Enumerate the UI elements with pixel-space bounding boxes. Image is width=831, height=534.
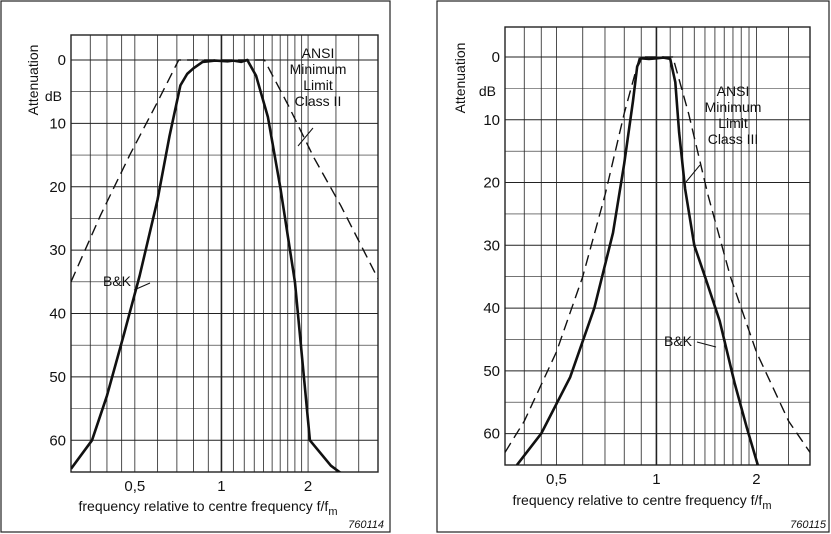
x-axis-label-main: frequency relative to centre frequency f… [79,498,329,514]
grid [505,27,810,466]
x-axis-label: frequency relative to centre frequency f… [513,492,772,512]
x-axis-label-main: frequency relative to centre frequency f… [513,492,763,508]
chart-panel-2: 0 10 20 30 40 50 60 0,5 1 2 Attenuation dB frequency… [436,0,830,533]
annotation-line: ANSI [717,83,750,99]
y-tick-label: 60 [483,426,500,443]
figure-id: 760114 [348,519,384,531]
annotation-line: Class II [295,93,342,109]
y-tick-label: 40 [483,300,500,317]
annotation-leader [685,164,701,183]
y-axis-unit: dB [479,83,496,99]
x-axis-label: frequency relative to centre frequency f… [79,498,338,518]
x-tick-label: 0,5 [124,478,145,495]
x-tick-label: 2 [752,471,760,488]
y-axis-unit: dB [45,88,62,104]
annotation-leader [696,341,717,348]
y-tick-label: 50 [483,363,500,380]
y-tick-label: 40 [49,306,66,323]
plot-border [504,26,811,466]
annotation-line: ANSI [302,45,335,61]
y-tick-label: 10 [483,112,500,129]
annotation-line: Limit [303,77,333,93]
annotation-line: Limit [718,115,748,131]
x-tick-label: 1 [652,471,660,488]
grid [71,35,378,473]
y-tick-label: 20 [49,179,66,196]
y-tick-label: 20 [483,175,500,192]
annotation-leader [297,127,314,147]
x-tick-label: 1 [217,478,225,495]
chart-panel-1: 0 10 20 30 40 50 60 0,5 1 2 Attenuation dB frequency… [0,0,391,533]
annotation: ANSI Minimum Limit Class II [290,45,347,109]
x-axis-label-subscript: m [328,506,337,518]
bk-filter-curve [515,56,760,465]
x-tick-label: 0,5 [546,471,567,488]
annotation-line: B&K [103,273,132,289]
y-tick-label: 10 [49,115,66,132]
x-tick-label: 2 [304,478,312,495]
y-tick-label: 0 [492,49,500,66]
annotation-line: Minimum [705,99,762,115]
plot-border [70,34,379,473]
annotation: ANSI Minimum Limit Class III [705,83,762,147]
y-axis-label: Attenuation [25,45,41,116]
figure-id: 760115 [790,519,827,531]
annotation-line: B&K [664,333,693,349]
y-tick-label: 60 [49,432,66,449]
ansi-limit-curve [505,56,810,453]
y-tick-label: 30 [49,242,66,259]
annotation-line: Class III [708,131,759,147]
y-tick-label: 50 [49,369,66,386]
panel-frame [436,0,830,533]
y-tick-label: 0 [58,52,66,69]
x-axis-label-subscript: m [762,500,771,512]
annotation: B&K [664,333,693,349]
bk-filter-curve [71,58,342,472]
y-tick-label: 30 [483,237,500,254]
annotation-line: Minimum [290,61,347,77]
y-axis-label: Attenuation [452,43,468,114]
annotation: B&K [103,273,132,289]
panel-frame [0,0,391,533]
annotation-leader [133,282,151,291]
